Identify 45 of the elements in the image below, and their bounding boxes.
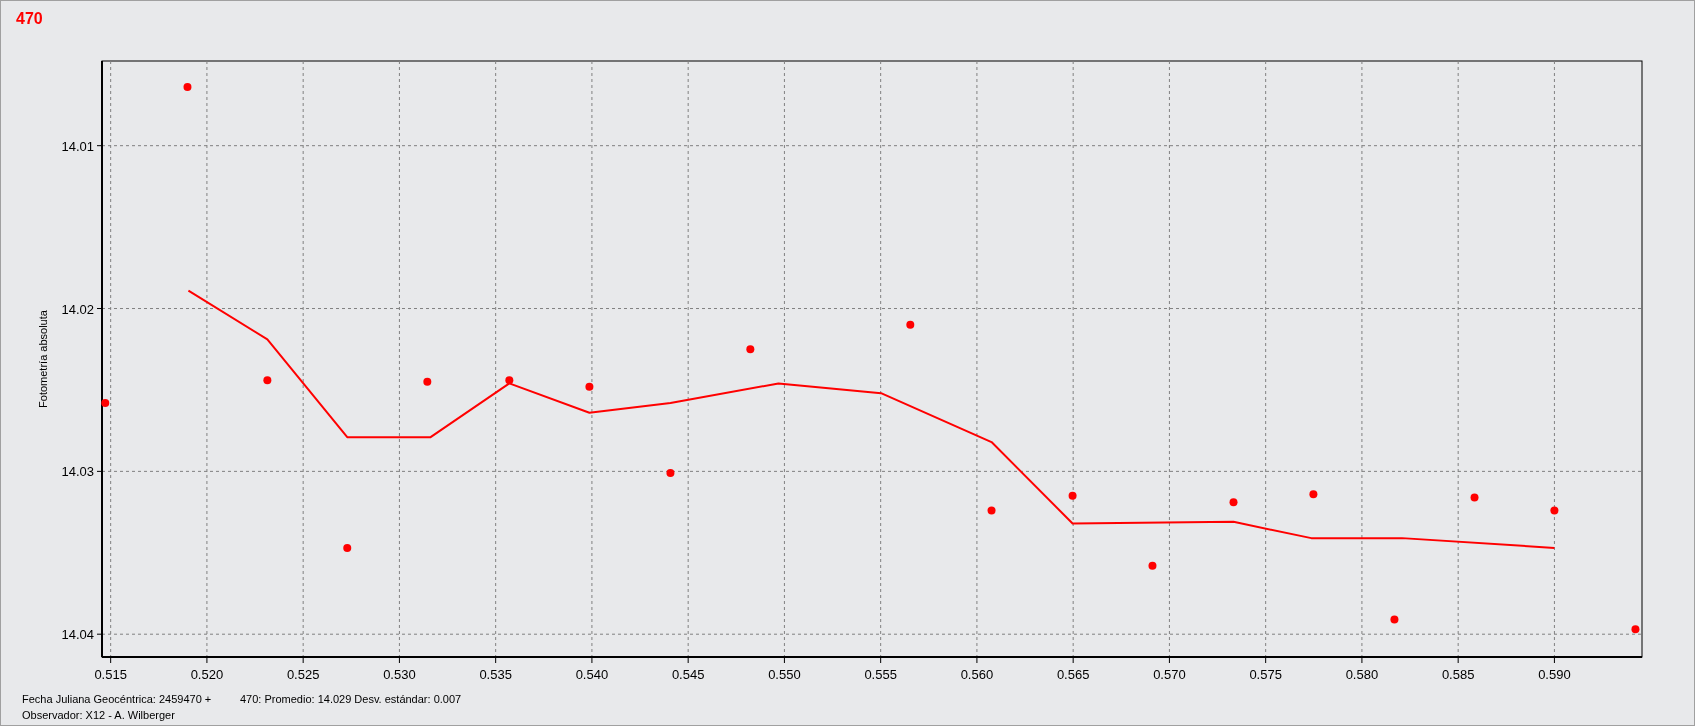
x-tick-label: 0.585	[1441, 667, 1475, 682]
x-tick-label: 0.570	[1153, 667, 1186, 682]
x-tick-label: 0.555	[864, 667, 897, 682]
point	[1229, 498, 1238, 507]
x-tick-label: 0.575	[1249, 667, 1282, 682]
point	[1068, 491, 1077, 500]
point	[1631, 625, 1640, 634]
x-tick-label: 0.590	[1538, 667, 1571, 682]
point	[505, 376, 514, 385]
line-series	[187, 289, 1556, 549]
y-tick-label: 14.02	[61, 301, 94, 317]
x-tick-label: 0.535	[479, 667, 512, 682]
point	[1470, 493, 1479, 502]
y-tick-label: 14.04	[61, 627, 94, 643]
point	[1390, 615, 1399, 624]
point	[183, 83, 192, 92]
y-tick-label: 14.01	[61, 138, 94, 154]
x-tick-label: 0.545	[671, 667, 705, 682]
point	[746, 345, 755, 354]
x-tick-label: 0.520	[190, 667, 224, 682]
point	[987, 506, 996, 515]
x-tick-label: 0.550	[768, 667, 801, 682]
chart-title: 470	[16, 10, 43, 27]
point	[585, 382, 594, 391]
x-tick-label: 0.525	[286, 667, 320, 682]
text: 470: Promedio: 14.029 Desv. estándar: 0.007	[240, 693, 462, 705]
point	[1148, 561, 1157, 570]
point	[666, 468, 675, 477]
point	[263, 376, 272, 385]
point	[101, 398, 110, 407]
y-tick-label: 14.03	[61, 464, 94, 480]
x-tick-label: 0.530	[383, 667, 416, 682]
x-tick-label: 0.515	[94, 667, 127, 682]
text: Observador: X12 - A. Wilberger	[22, 709, 176, 721]
x-tick-label: 0.560	[960, 667, 994, 682]
point	[1309, 490, 1318, 499]
x-tick-label: 0.565	[1056, 667, 1090, 682]
y-axis-title: Fotometría absoluta	[37, 309, 49, 408]
point	[1550, 506, 1559, 515]
x-axis-title: Fecha Juliana Geocéntrica: 2459470 +	[22, 693, 212, 705]
x-tick-label: 0.540	[575, 667, 609, 682]
point	[423, 377, 432, 386]
point	[343, 543, 352, 552]
x-tick-label: 0.580	[1345, 667, 1379, 682]
point	[906, 320, 915, 329]
